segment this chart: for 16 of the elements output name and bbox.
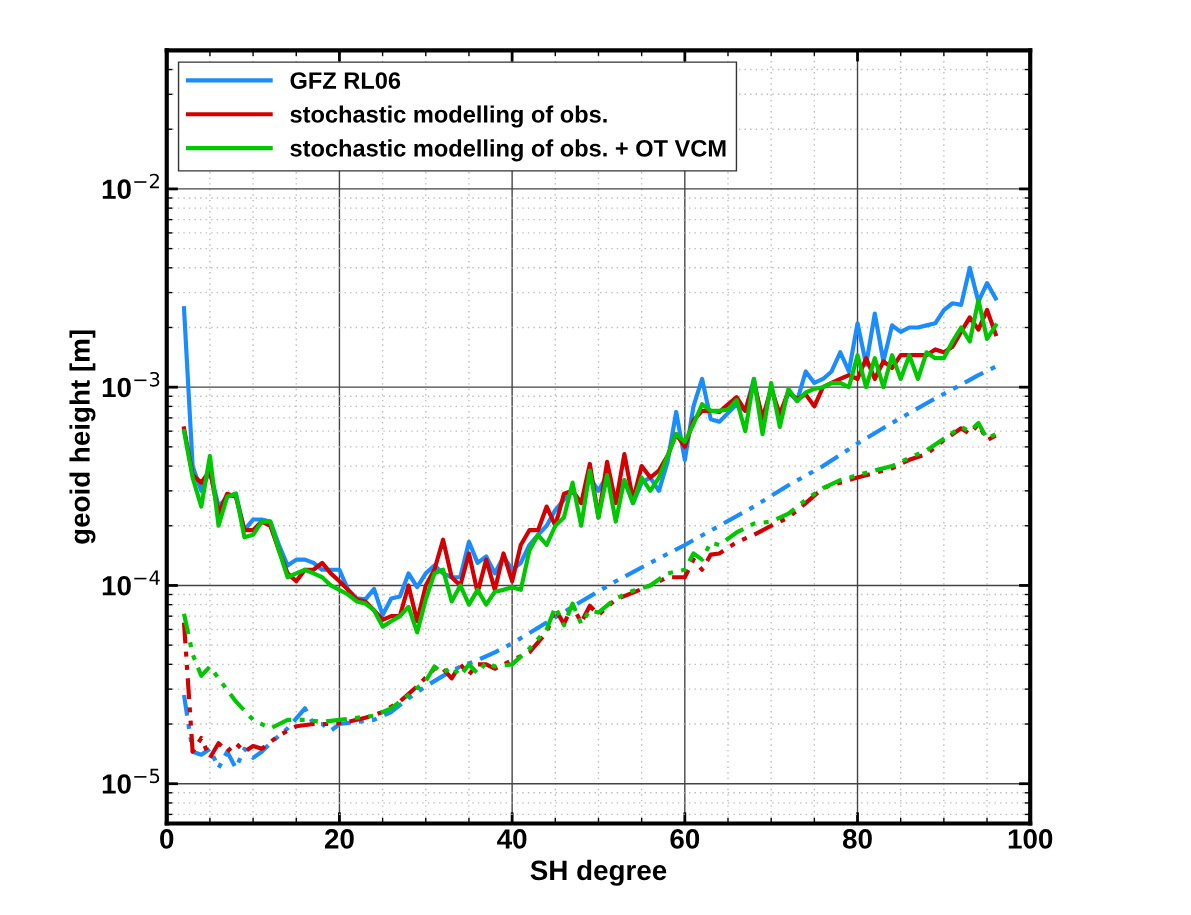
x-tick-label: 60 <box>670 829 700 849</box>
y-tick-label: 10$^{−3}$ <box>102 371 160 398</box>
legend-label: GFZ RL06 <box>290 72 401 89</box>
legend-label: stochastic modelling of obs. + OT VCM <box>290 139 726 162</box>
y-tick-label: 10$^{−5}$ <box>102 768 160 794</box>
x-tick-label: 20 <box>324 829 354 849</box>
y-tick-label: 10$^{−2}$ <box>102 173 159 200</box>
x-tick-label: 100 <box>1008 829 1053 849</box>
legend-label: stochastic modelling of obs. <box>290 105 607 128</box>
x-tick-label: 80 <box>842 829 872 849</box>
x-axis-title: SH degree <box>530 859 667 886</box>
x-tick-label: 0 <box>160 829 174 849</box>
line-series <box>181 364 998 771</box>
y-axis-title: geoid height [m] <box>69 330 96 544</box>
y-tick-label: 10$^{−4}$ <box>102 570 160 596</box>
x-tick-label: 40 <box>497 829 527 849</box>
